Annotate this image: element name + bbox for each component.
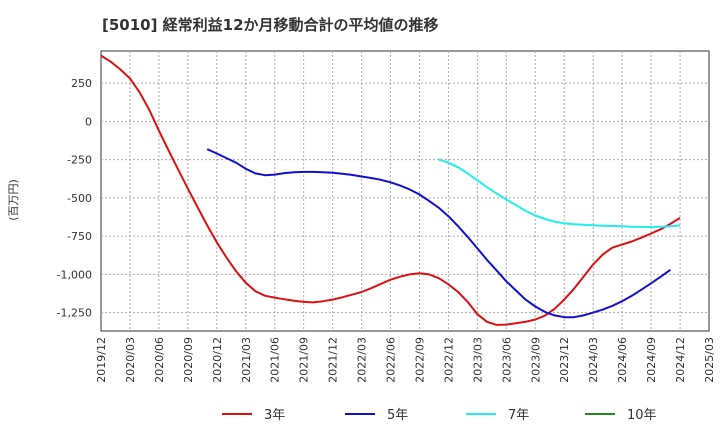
x-tick-label: 2023/03 bbox=[471, 337, 484, 383]
y-tick-label: -500 bbox=[67, 192, 92, 205]
x-tick-label: 2023/12 bbox=[558, 337, 571, 383]
x-axis-ticks: 2019/12 2020/03 2020/06 2020/09 2020/12 2021/… bbox=[95, 337, 716, 383]
legend-label: 10年 bbox=[627, 408, 657, 423]
x-tick-label: 2021/09 bbox=[298, 337, 311, 383]
series-lines bbox=[100, 54, 681, 326]
y-axis-ticks: 250 0 -250 -500 -750 -1,000 -1,250 bbox=[57, 77, 92, 320]
legend-label: 3年 bbox=[264, 408, 285, 423]
y-tick-label: 0 bbox=[85, 115, 92, 128]
plot-area bbox=[100, 50, 710, 332]
x-tick-label: 2024/03 bbox=[587, 337, 600, 383]
x-tick-label: 2021/06 bbox=[269, 337, 282, 383]
x-tick-label: 2025/03 bbox=[703, 337, 716, 383]
y-axis-label: (百万円) bbox=[7, 179, 20, 221]
x-tick-label: 2022/09 bbox=[413, 337, 426, 383]
chart-title: [5010] 経常利益12か月移動合計の平均値の推移 bbox=[102, 16, 439, 34]
x-tick-label: 2020/12 bbox=[211, 337, 224, 383]
y-tick-label: -750 bbox=[67, 230, 92, 243]
x-tick-label: 2021/03 bbox=[240, 337, 253, 383]
legend: 3年 5年 7年 10年 bbox=[222, 408, 657, 423]
x-tick-label: 2022/12 bbox=[442, 337, 455, 383]
legend-label: 7年 bbox=[508, 408, 529, 423]
y-tick-label: -1,000 bbox=[57, 268, 92, 281]
series-line-0 bbox=[100, 54, 681, 326]
x-tick-label: 2024/09 bbox=[645, 337, 658, 383]
legend-label: 5年 bbox=[387, 408, 408, 423]
x-tick-label: 2020/03 bbox=[124, 337, 137, 383]
y-tick-label: -1,250 bbox=[57, 307, 92, 320]
series-line-2 bbox=[438, 158, 681, 228]
x-tick-label: 2019/12 bbox=[95, 337, 108, 383]
x-tick-label: 2023/09 bbox=[529, 337, 542, 383]
x-tick-label: 2020/09 bbox=[182, 337, 195, 383]
x-tick-label: 2020/06 bbox=[153, 337, 166, 383]
x-tick-label: 2023/06 bbox=[500, 337, 513, 383]
y-tick-label: -250 bbox=[67, 154, 92, 167]
y-tick-label: 250 bbox=[71, 77, 92, 90]
x-tick-label: 2024/12 bbox=[674, 337, 687, 383]
series-line-1 bbox=[206, 148, 671, 319]
x-tick-label: 2021/12 bbox=[327, 337, 340, 383]
x-tick-label: 2022/06 bbox=[385, 337, 398, 383]
x-tick-label: 2024/06 bbox=[616, 337, 629, 383]
x-tick-label: 2022/03 bbox=[356, 337, 369, 383]
